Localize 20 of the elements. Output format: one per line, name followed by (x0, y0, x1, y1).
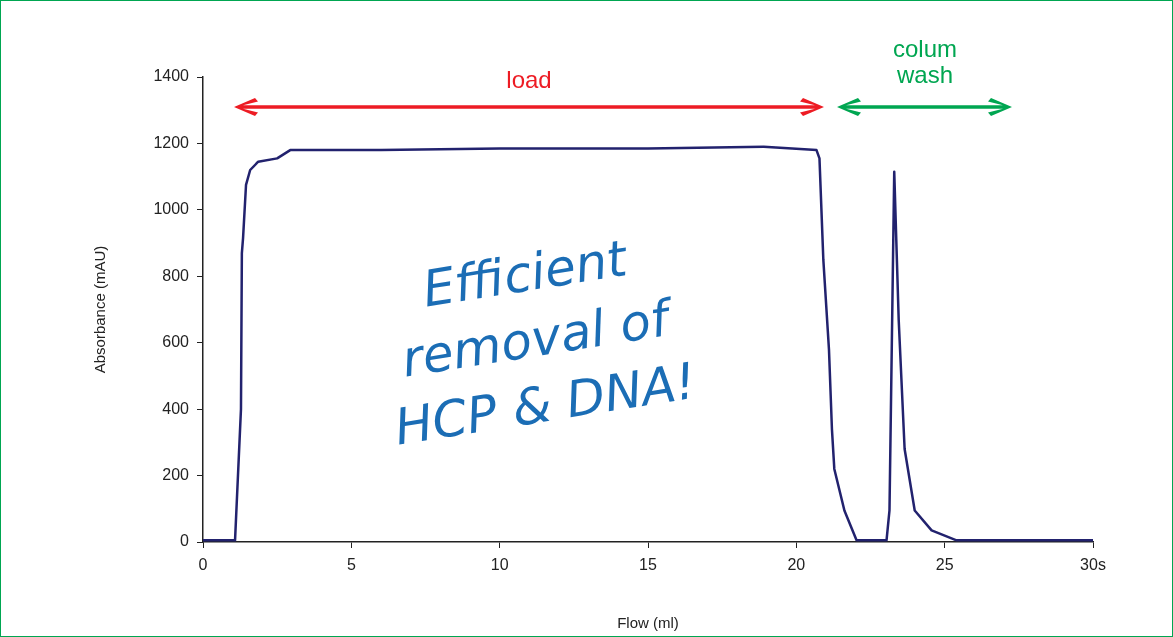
y-tick-label: 800 (162, 266, 190, 284)
y-tick-label: 600 (162, 333, 190, 351)
y-tick-label: 400 (162, 399, 190, 417)
y-tick-label: 1400 (153, 67, 190, 85)
y-tick-label: 0 (180, 532, 190, 550)
annotation: colum wash (892, 35, 958, 88)
x-tick-label: 30s (1080, 556, 1106, 574)
x-tick-label: 10 (490, 556, 509, 574)
y-tick-label: 1000 (153, 200, 190, 218)
x-tick-label: 25 (935, 556, 954, 574)
x-tick-label: 5 (346, 556, 356, 574)
x-axis-title: Flow (ml) (617, 614, 679, 632)
y-tick-label: 200 (162, 465, 190, 483)
x-tick-label: 20 (787, 556, 806, 574)
x-tick-label: 0 (198, 556, 208, 574)
annotation: Efficient removal of HCP & DNA! (389, 228, 701, 459)
annotation: load (505, 66, 553, 94)
x-tick-label: 15 (639, 556, 657, 574)
y-axis-title: Absorbance (mAU) (91, 245, 109, 374)
y-tick-label: 1200 (153, 133, 190, 151)
